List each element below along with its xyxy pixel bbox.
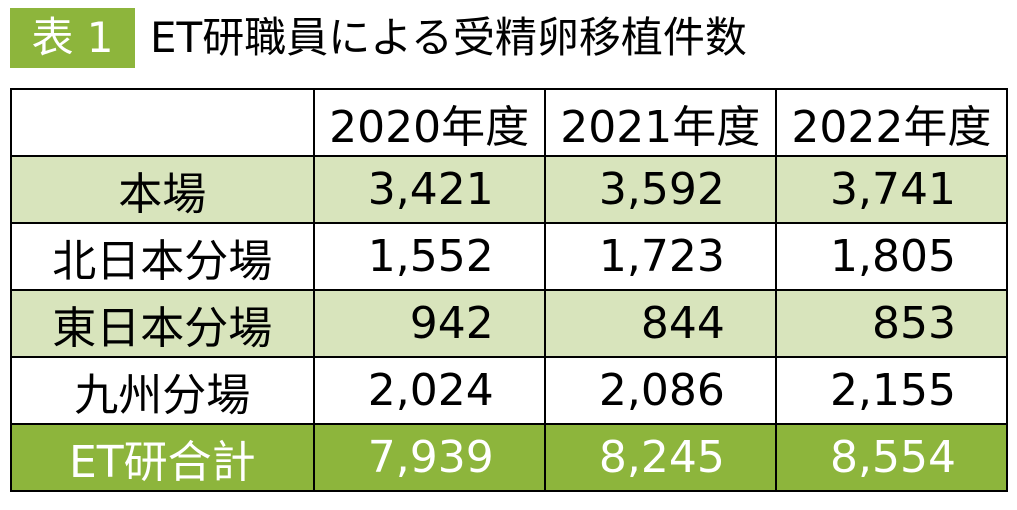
value-cell: 1,723 — [543, 222, 777, 291]
column-header: 2020年度 — [312, 88, 546, 157]
value-cell: 1,805 — [774, 222, 1009, 291]
data-table: 2020年度 2021年度 2022年度 本場 3,421 3,592 3,741 北日… — [10, 88, 1009, 492]
value-cell: 2,086 — [543, 356, 777, 425]
column-header: 2022年度 — [774, 88, 1009, 157]
value-cell: 3,592 — [543, 155, 777, 224]
table-row: ET研合計 7,939 8,245 8,554 — [10, 423, 1009, 492]
value-cell: 7,939 — [312, 423, 546, 492]
value-cell: 3,421 — [312, 155, 546, 224]
value-cell: 1,552 — [312, 222, 546, 291]
table-body: 本場 3,421 3,592 3,741 北日本分場 1,552 1,723 1,805 東日本… — [10, 155, 1009, 492]
table-row: 九州分場 2,024 2,086 2,155 — [10, 356, 1009, 425]
value-cell: 2,155 — [774, 356, 1009, 425]
value-cell: 3,741 — [774, 155, 1009, 224]
corner-cell — [10, 88, 315, 157]
value-cell: 2,024 — [312, 356, 546, 425]
row-name: 北日本分場 — [10, 222, 315, 291]
row-name: 本場 — [10, 155, 315, 224]
table-row: 本場 3,421 3,592 3,741 — [10, 155, 1009, 224]
table-title: ET研職員による受精卵移植件数 — [150, 13, 747, 62]
row-name: 東日本分場 — [10, 289, 315, 358]
table-row: 東日本分場 942 844 853 — [10, 289, 1009, 358]
header-row: 2020年度 2021年度 2022年度 — [10, 88, 1009, 157]
row-name: ET研合計 — [10, 423, 315, 492]
value-cell: 942 — [312, 289, 546, 358]
column-header: 2021年度 — [543, 88, 777, 157]
value-cell: 844 — [543, 289, 777, 358]
value-cell: 8,554 — [774, 423, 1009, 492]
row-name: 九州分場 — [10, 356, 315, 425]
value-cell: 8,245 — [543, 423, 777, 492]
table-row: 北日本分場 1,552 1,723 1,805 — [10, 222, 1009, 291]
table-label: 表 1 — [10, 8, 135, 68]
value-cell: 853 — [774, 289, 1009, 358]
